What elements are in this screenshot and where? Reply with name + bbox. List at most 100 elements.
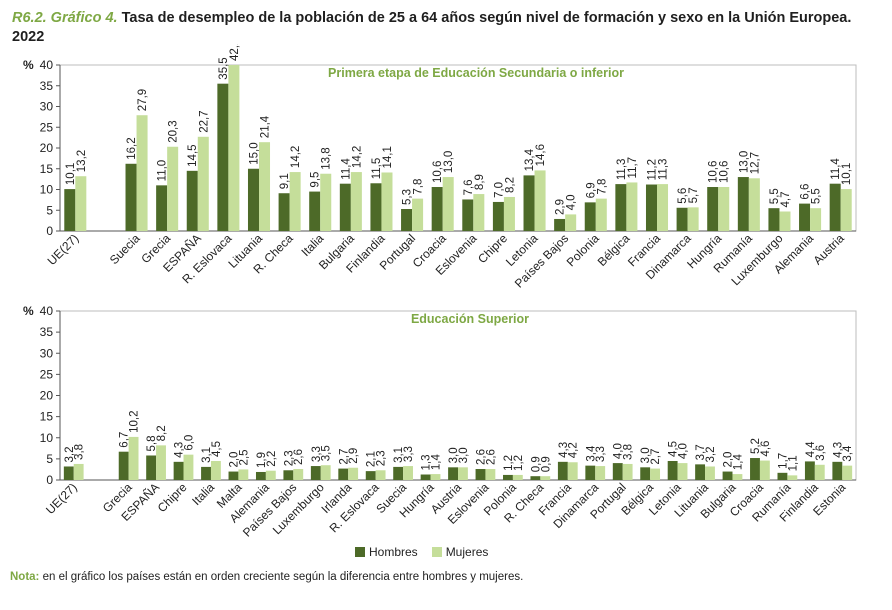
data-label-mujeres-alemania: 2,2 [266,451,278,467]
bar-mujeres-bulgaria [350,172,362,231]
data-label-hombres-lituania: 3,7 [695,444,707,460]
bar-mujeres-ue-27 [73,463,84,480]
bar-mujeres-finlandia [381,172,393,231]
y-tick-label: 0 [46,473,53,487]
data-label-mujeres-rumania: 12,7 [749,152,761,174]
bar-hombres-malta [228,471,239,480]
chart-secondary-education: 0 5 10 15 20 25 30 35 40% Primera etapa de Educac… [23,44,857,291]
bar-hombres-hungria [707,187,719,231]
data-label-hombres-belgica: 3,0 [640,447,652,463]
data-label-hombres-hungria: 10,6 [708,161,720,183]
bar-mujeres-ue-27 [75,176,87,231]
bar-mujeres-rumania [787,475,798,480]
data-label-hombres-hungria: 1,3 [421,455,433,471]
data-label-mujeres-finlandia: 3,6 [815,445,827,461]
bar-hombres-polonia [584,202,596,231]
bar-mujeres-irlanda [348,467,359,480]
data-label-hombres-alemania: 6,6 [800,184,812,200]
y-tick-label: 5 [46,203,53,217]
bar-hombres-alemania [255,471,266,480]
bar-hombres-finlandia [804,461,815,480]
bar-mujeres-dinamarca [595,466,606,480]
bar-hombres-francia [645,184,657,231]
data-label-mujeres-chipre: 8,2 [504,177,516,193]
data-label-hombres-paises-bajos: 2,3 [283,450,295,466]
x-tick-label-chipre: Chipre [155,480,190,515]
y-tick-label: 40 [40,58,54,72]
data-label-hombres-portugal: 5,3 [402,189,414,205]
data-label-hombres-rumania: 13,0 [738,151,750,173]
data-label-hombres-r-checa: 0,9 [530,456,542,472]
data-label-mujeres-chipre: 6,0 [183,435,195,451]
bar-hombres-portugal [401,209,413,231]
bar-hombres-croacia [431,187,443,231]
bar-hombres-estonia [832,461,843,480]
data-label-mujeres-ue-27: 13,2 [76,150,88,172]
bar-hombres-luxemburgo [768,208,780,231]
bar-hombres-bulgaria [722,471,733,480]
data-label-hombres-chipre: 4,3 [174,442,186,458]
data-label-mujeres-lituania: 21,4 [260,115,272,138]
x-tick-label-italia: Italia [189,480,217,508]
x-tick-label-suecia: Suecia [107,231,143,267]
data-label-mujeres-grecia: 10,2 [129,411,141,433]
data-label-mujeres-letonia: 14,6 [535,144,547,166]
data-label-hombres-polonia: 1,2 [503,455,515,471]
data-label-mujeres-italia: 13,8 [321,147,333,169]
bar-mujeres-eslovenia [473,194,485,231]
data-label-hombres-eslovenia: 2,6 [476,449,488,465]
data-label-mujeres-dinamarca: 3,3 [595,446,607,462]
bar-hombres-francia [557,461,568,480]
bar-hombres-alemania [799,203,811,231]
bar-hombres-lituania [247,168,259,231]
legend-swatch-hombres [355,547,365,557]
y-tick-label: 20 [40,141,54,155]
footnote-label: Nota: [10,571,40,583]
data-label-hombres-suecia: 16,2 [126,137,138,159]
data-label-hombres-luxemburgo: 5,5 [769,188,781,204]
data-label-hombres-paises-bajos: 2,9 [555,199,567,215]
y-axis-label: % [23,58,34,72]
bar-mujeres-r-checa [540,476,551,480]
chart-panel-title: Educación Superior [411,312,529,326]
data-label-hombres-portugal: 4,0 [613,443,625,459]
y-tick-label: 35 [40,79,54,93]
data-label-hombres-polonia: 6,9 [585,182,597,198]
y-tick-label: 30 [40,100,54,114]
bar-hombres-ue-27 [63,466,74,480]
bar-hombres-dinamarca [585,465,596,480]
data-label-mujeres-estonia: 3,4 [842,445,854,462]
data-label-hombres-espana: 5,8 [146,435,158,451]
bar-hombres-chipre [492,201,504,231]
bar-hombres-paises-bajos [554,218,566,231]
data-label-mujeres-lituania: 3,2 [705,446,717,462]
data-label-mujeres-grecia: 20,3 [168,120,180,142]
chart-header: R6.2. Gráfico 4. Tasa de desempleo de la… [12,9,877,47]
data-label-hombres-belgica: 11,3 [616,159,628,181]
bar-mujeres-dinamarca [687,207,699,231]
bar-mujeres-alemania [265,470,276,480]
bar-mujeres-suecia [136,115,148,231]
bar-mujeres-croacia [442,177,454,231]
legend-item-mujeres: Mujeres [431,545,488,559]
bar-hombres-portugal [612,463,623,480]
bar-mujeres-paises-bajos [293,469,304,480]
data-label-mujeres-croacia: 13,0 [443,151,455,173]
data-label-hombres-bulgaria: 11,4 [340,158,352,180]
bar-mujeres-espana [197,136,209,231]
y-tick-label: 30 [40,346,54,360]
bar-hombres-bulgaria [339,183,351,231]
footnote: Nota: en el gráfico los países están en … [10,571,523,583]
bar-hombres-eslovenia [462,199,474,231]
bar-mujeres-malta [238,469,249,480]
bar-hombres-austria [829,183,841,231]
data-label-hombres-austria: 11,4 [830,158,842,180]
y-tick-label: 0 [46,224,53,238]
bar-mujeres-letonia [534,170,546,231]
data-label-mujeres-alemania: 5,5 [811,188,823,204]
bar-mujeres-luxemburgo [779,211,791,231]
bar-mujeres-hungria [718,187,730,231]
data-label-hombres-italia: 3,1 [201,447,213,463]
data-label-mujeres-espana: 8,2 [156,425,168,441]
data-label-hombres-chipre: 7,0 [493,182,505,198]
